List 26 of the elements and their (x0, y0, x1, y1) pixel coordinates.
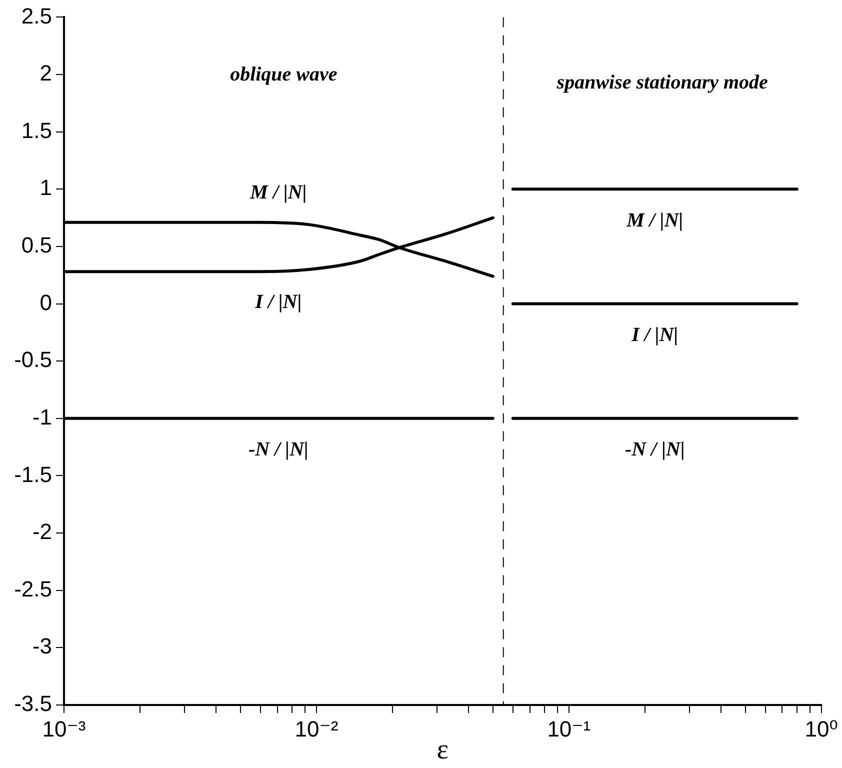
x-tick-label: 10⁻³ (42, 716, 86, 742)
x-tick-label: 10⁻² (294, 716, 338, 742)
y-tick-label: 2.5 (21, 3, 52, 28)
series-label: -N / |N| (624, 438, 685, 461)
y-tick-label: -3 (32, 634, 52, 659)
annotation: oblique wave (230, 63, 338, 86)
y-tick-label: -1 (32, 404, 52, 430)
y-tick-label: 0 (40, 290, 52, 315)
series-label: -N / |N| (248, 438, 308, 461)
y-tick-label: -2 (32, 519, 52, 544)
series-label: I / |N| (254, 290, 302, 313)
series-label: M / |N| (626, 209, 684, 232)
annotation: spanwise stationary mode (556, 71, 768, 94)
y-tick-label: -2.5 (14, 576, 52, 602)
y-tick-label: 2 (40, 60, 52, 86)
series-label: M / |N| (249, 181, 307, 204)
y-tick-label: -3.5 (14, 691, 52, 716)
series-label: I / |N| (630, 324, 678, 346)
x-tick-label: 10⁻¹ (547, 716, 591, 742)
y-tick-label: 0.5 (21, 232, 52, 258)
y-tick-label: 1.5 (21, 118, 52, 143)
x-tick-label: 10⁰ (804, 716, 838, 742)
y-tick-label: -0.5 (14, 347, 52, 372)
x-axis-title: ε (436, 734, 449, 766)
y-tick-label: 1 (40, 175, 52, 200)
y-tick-label: -1.5 (14, 462, 52, 487)
